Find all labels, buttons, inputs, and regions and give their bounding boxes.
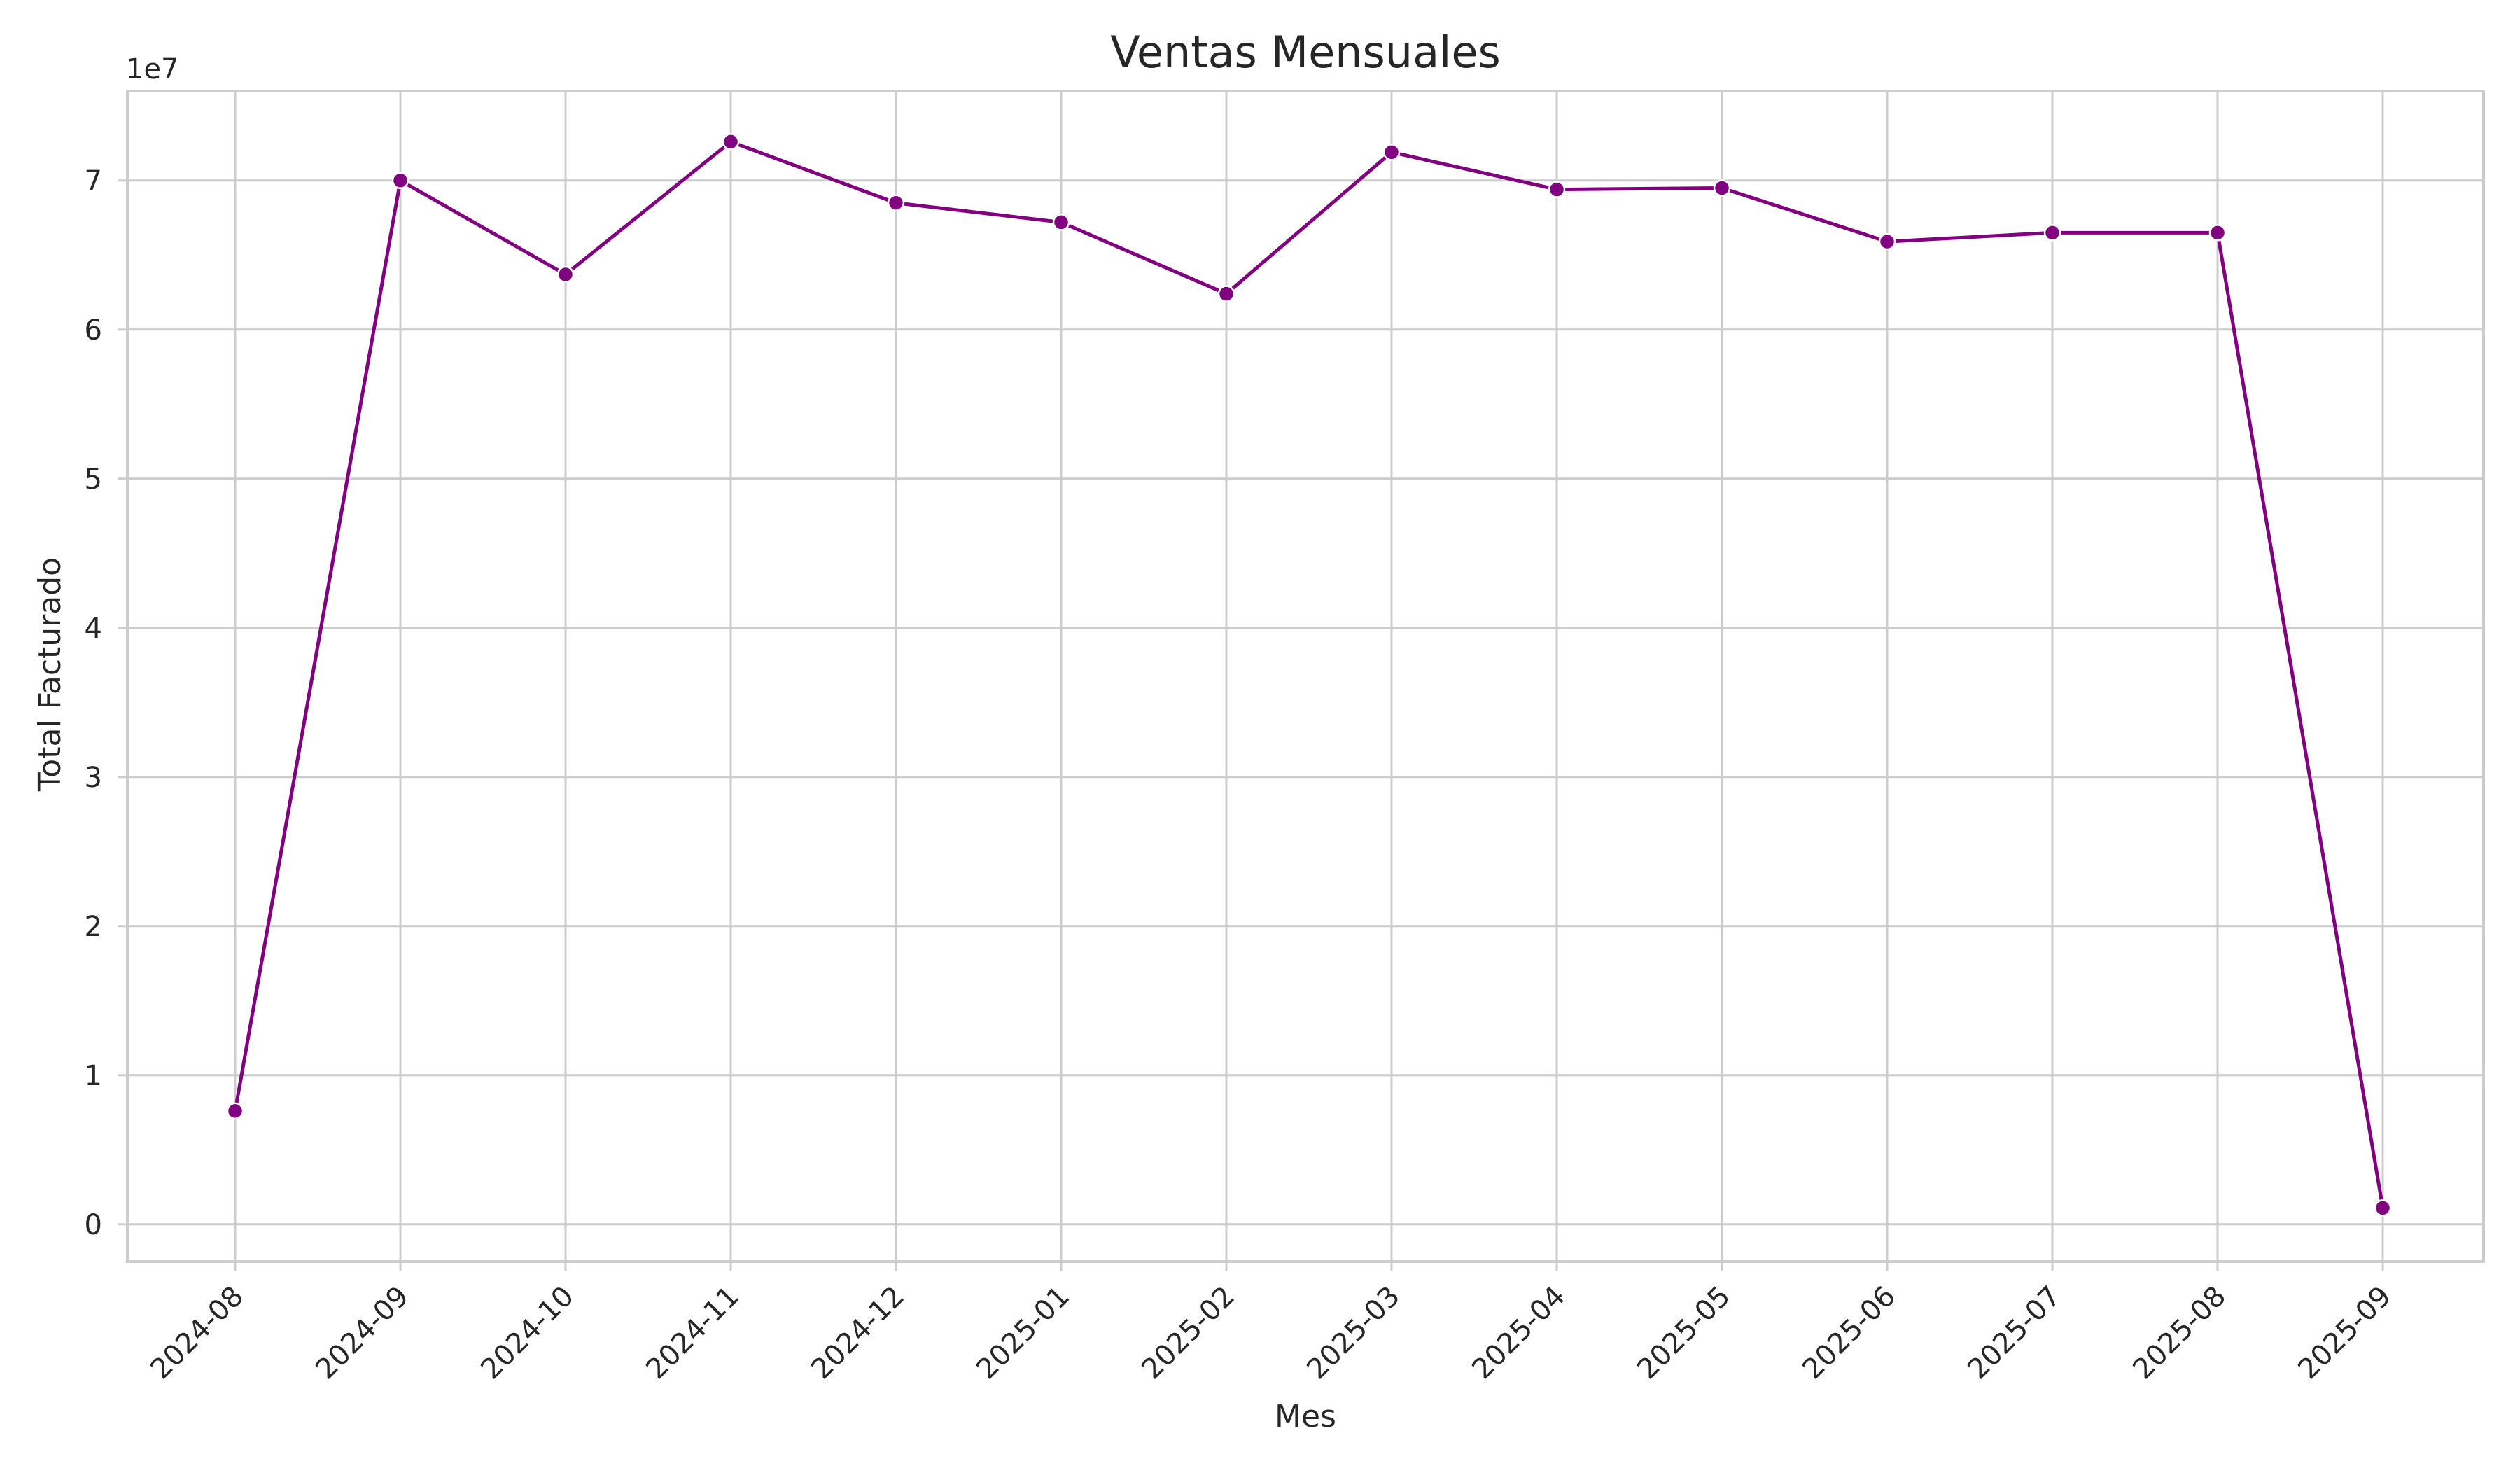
data-point	[391, 172, 410, 190]
y-tick-label: 2	[85, 911, 102, 943]
y-axis-ticks: 0 1 2 3 4 5 6 7	[85, 165, 127, 1241]
data-point	[1217, 285, 1236, 302]
y-tick-label: 0	[85, 1209, 102, 1241]
y-tick-label: 1	[85, 1060, 102, 1092]
y-axis-multiplier: 1e7	[126, 53, 179, 85]
y-tick-label: 3	[85, 762, 102, 794]
data-point	[2374, 1199, 2392, 1217]
y-tick-label: 7	[85, 165, 102, 197]
y-tick-label: 5	[85, 463, 102, 496]
data-point	[1548, 181, 1566, 198]
x-axis-label: Mes	[1275, 1399, 1336, 1434]
data-point	[887, 194, 905, 211]
y-tick-label: 4	[85, 613, 102, 645]
data-point	[226, 1102, 244, 1120]
data-point	[1382, 144, 1401, 161]
data-point	[556, 265, 575, 284]
y-axis-label: Total Facturado	[32, 557, 68, 792]
y-tick-label: 6	[85, 314, 102, 347]
data-point	[2043, 224, 2062, 242]
data-point	[1713, 179, 1731, 197]
data-point	[1052, 214, 1070, 231]
plot-area-frame	[126, 90, 2485, 1263]
data-point	[722, 133, 740, 151]
data-point	[2208, 224, 2227, 242]
grid-layer	[127, 91, 2484, 1262]
data-point	[1878, 232, 1896, 251]
series-line	[233, 139, 2385, 1210]
chart-title: Ventas Mensuales	[1110, 27, 1501, 78]
series-layer	[226, 133, 2392, 1217]
